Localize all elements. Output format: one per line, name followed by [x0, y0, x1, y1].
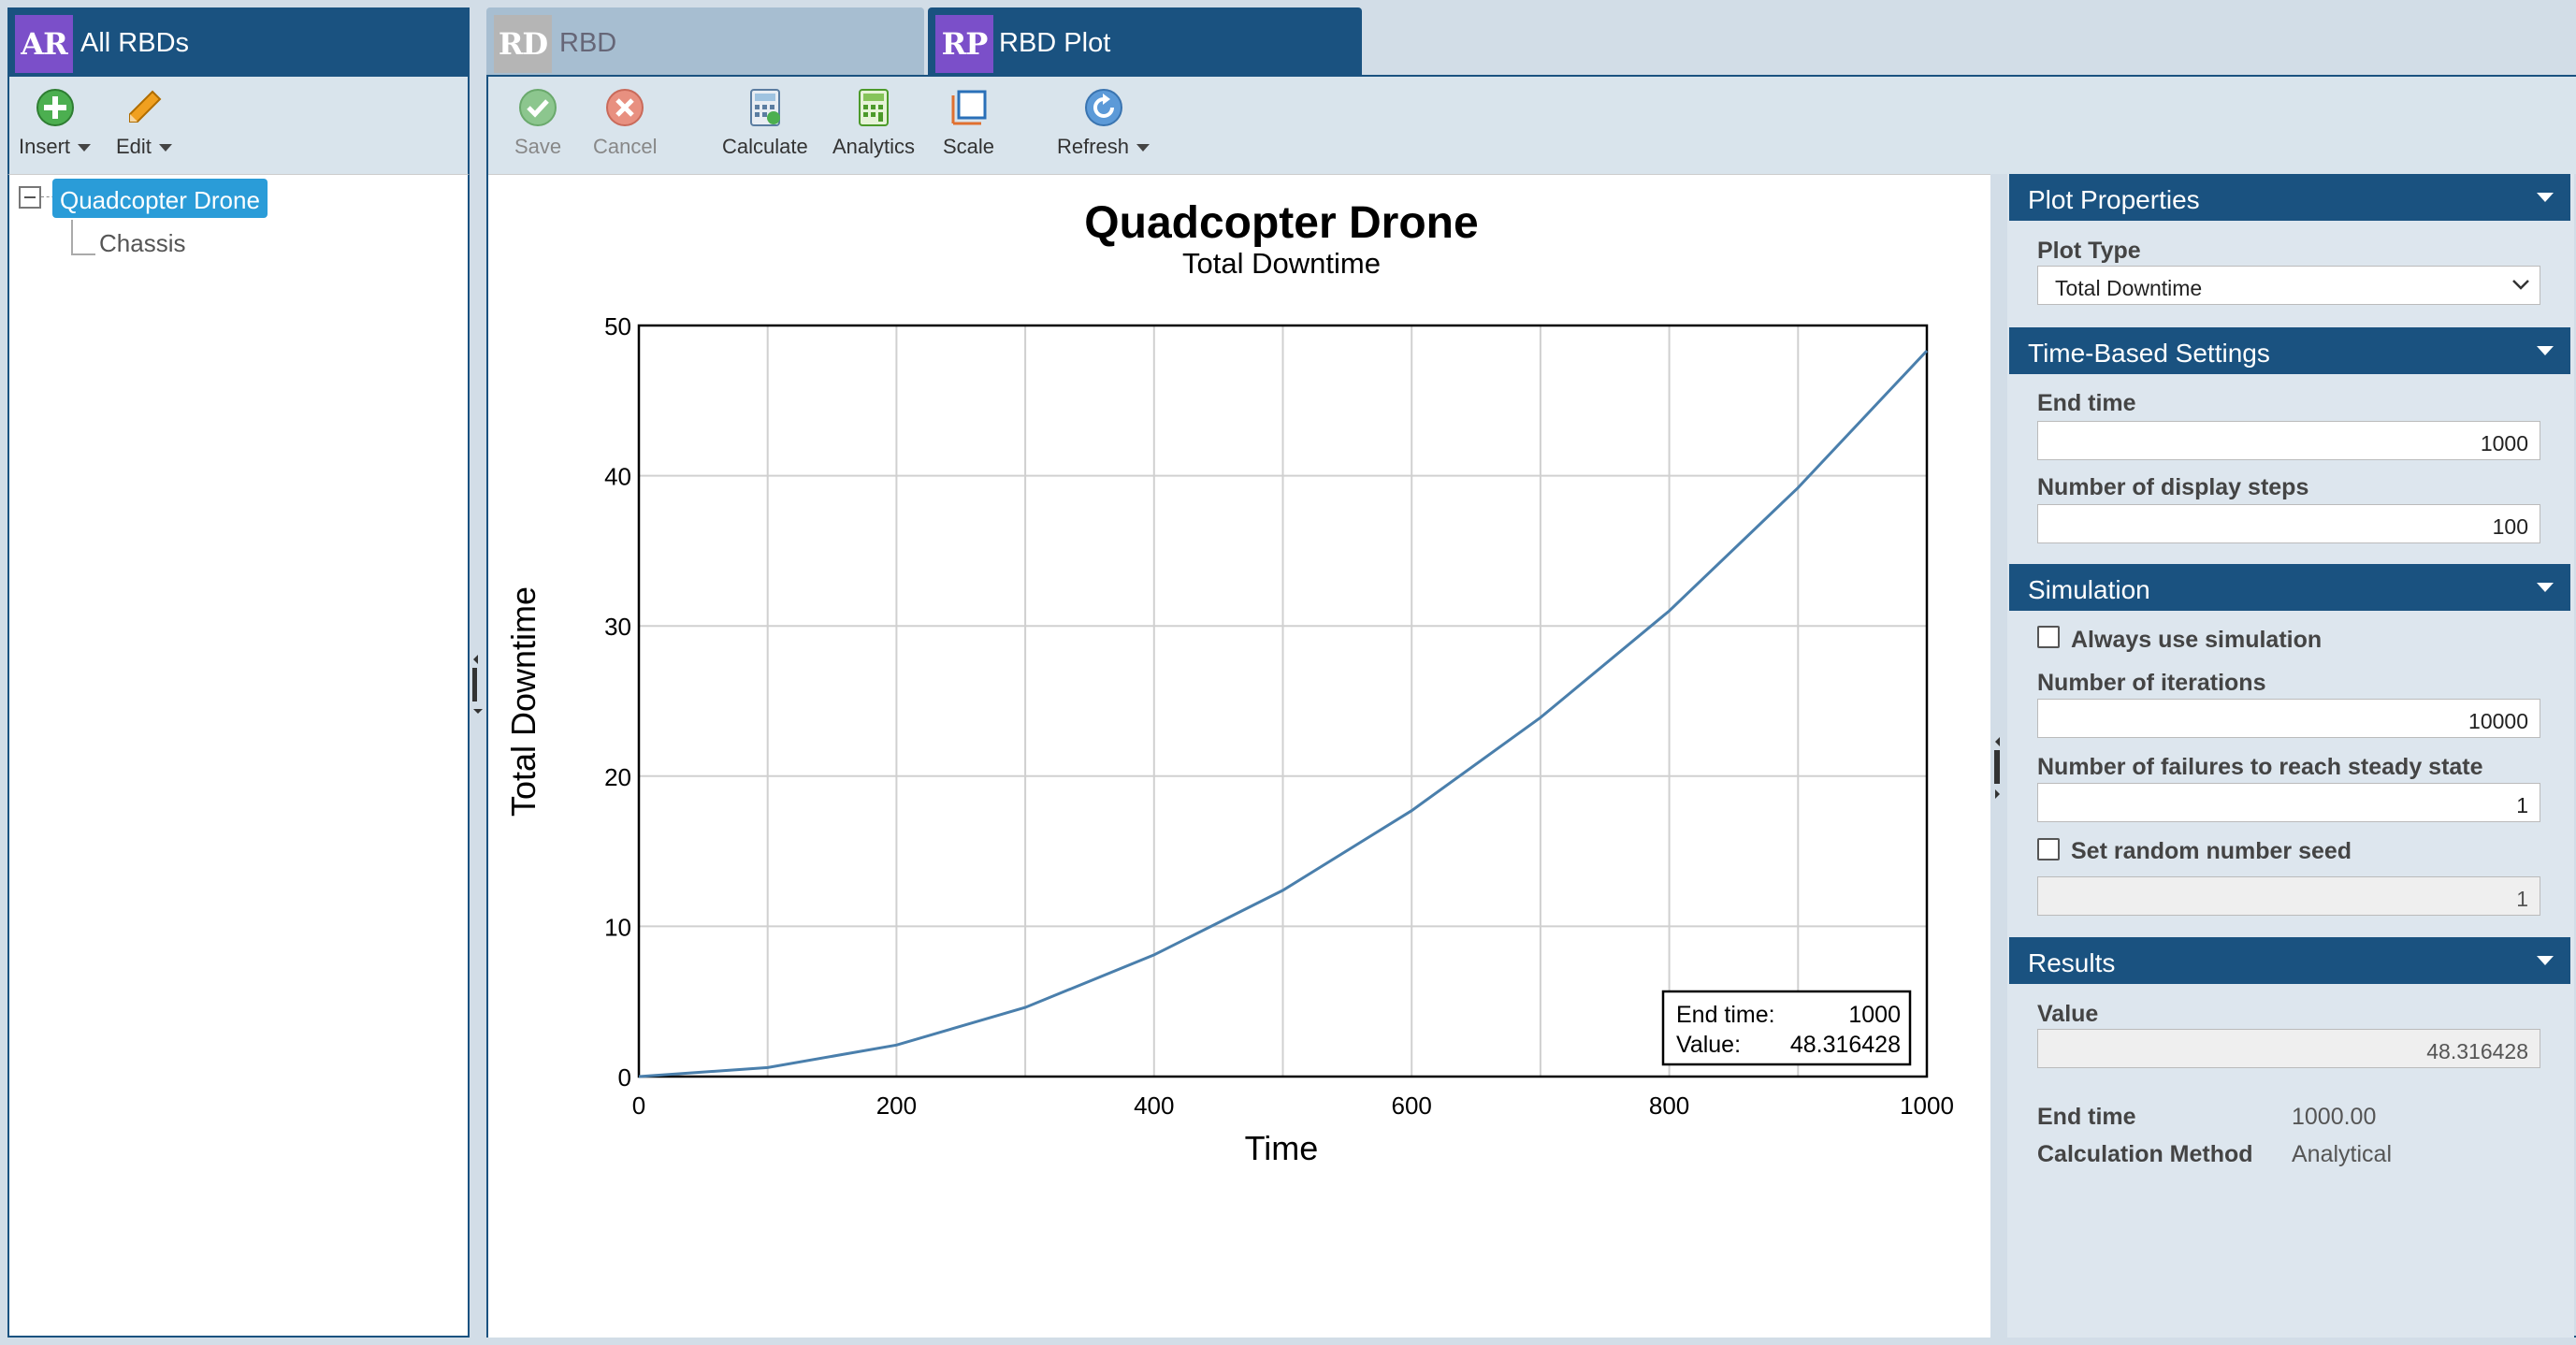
tree-item-quadcopter-drone[interactable]: Quadcopter Drone — [52, 179, 268, 218]
end-time-label: End time — [2037, 390, 2136, 416]
annotation-end-time: 1000 — [1848, 1002, 1901, 1028]
tab-rbd[interactable]: RD RBD — [486, 7, 924, 77]
plot-type-select[interactable]: Total Downtime — [2037, 266, 2540, 305]
plot-properties-title: Plot Properties — [2028, 185, 2200, 214]
rbd-badge: RD — [494, 15, 552, 73]
chevron-down-icon — [2512, 280, 2529, 290]
y-tick-label: 50 — [604, 312, 631, 340]
rbd-plot-badge: RP — [935, 15, 993, 73]
plot-frame — [637, 324, 1929, 1078]
main-toolbar: Save Cancel Calculate Analytics Scale Re… — [488, 77, 2576, 174]
collapse-icon — [2537, 583, 2554, 592]
collapse-icon — [2537, 193, 2554, 202]
x-tick-label: 0 — [632, 1092, 645, 1120]
cancel-button[interactable]: Cancel — [593, 88, 657, 159]
iterations-label: Number of iterations — [2037, 670, 2266, 696]
always-use-simulation-label: Always use simulation — [2071, 627, 2323, 653]
random-seed-input: 1 — [2037, 876, 2540, 916]
tree-item-chassis[interactable]: Chassis — [99, 229, 186, 257]
rbd-plot-chart: Quadcopter Drone Total Downtime 0 200 400 6… — [504, 198, 1954, 1167]
result-value-label: Value — [2037, 1001, 2099, 1027]
x-axis-ticks: 0 200 400 600 800 1000 — [632, 1092, 1954, 1120]
analytics-button[interactable]: Analytics — [832, 88, 915, 159]
y-axis-label: Total Downtime — [504, 586, 543, 817]
x-tick-label: 800 — [1649, 1092, 1689, 1120]
section-results[interactable]: Results — [2009, 937, 2570, 984]
y-tick-label: 40 — [604, 463, 631, 491]
analytics-icon — [859, 89, 890, 126]
failures-steady-state-label: Number of failures to reach steady state — [2037, 754, 2483, 780]
all-rbds-badge: AR — [15, 15, 73, 73]
plot-area: Quadcopter Drone Total Downtime 0 200 400 6… — [488, 174, 1990, 1338]
tree-collapse-toggle[interactable] — [19, 186, 41, 209]
series-line-total-downtime — [638, 349, 1929, 1078]
scale-button[interactable]: Scale — [943, 88, 994, 159]
time-based-title: Time-Based Settings — [2028, 339, 2270, 368]
tab-rbd-plot[interactable]: RP RBD Plot — [928, 7, 1362, 77]
y-tick-label: 20 — [604, 763, 631, 791]
x-tick-label: 200 — [876, 1092, 917, 1120]
y-axis-ticks: 0 10 20 30 40 50 — [604, 312, 631, 1092]
left-panel-title: All RBDs — [80, 28, 190, 58]
tree-panel: Quadcopter Drone Chassis — [7, 174, 470, 1338]
y-tick-label: 10 — [604, 913, 631, 941]
iterations-input[interactable]: 10000 — [2037, 699, 2540, 738]
section-time-based-settings[interactable]: Time-Based Settings — [2009, 327, 2570, 374]
calculator-icon — [749, 89, 780, 126]
end-time-input[interactable]: 1000 — [2037, 421, 2540, 460]
left-toolbar: Insert Edit — [7, 77, 470, 174]
add-icon — [36, 89, 74, 126]
random-seed-checkbox[interactable] — [2037, 838, 2060, 861]
simulation-title: Simulation — [2028, 575, 2150, 604]
display-steps-label: Number of display steps — [2037, 474, 2309, 500]
x-axis-label: Time — [1245, 1129, 1319, 1167]
insert-button[interactable]: Insert — [19, 88, 92, 159]
pencil-icon — [128, 90, 162, 123]
left-splitter[interactable] — [471, 655, 483, 720]
tab-rbd-plot-label: RBD Plot — [999, 28, 1111, 58]
chart-grid — [639, 325, 1927, 1077]
y-tick-label: 0 — [618, 1063, 631, 1092]
chart-title: Quadcopter Drone — [1084, 198, 1478, 248]
random-seed-label: Set random number seed — [2071, 838, 2352, 864]
failures-steady-state-input[interactable]: 1 — [2037, 783, 2540, 822]
section-plot-properties[interactable]: Plot Properties — [2009, 174, 2570, 221]
left-panel-header: AR All RBDs — [7, 7, 470, 77]
annotation-value-label: Value: — [1676, 1032, 1741, 1058]
result-end-time-value: 1000.00 — [2292, 1104, 2377, 1130]
chart-subtitle: Total Downtime — [1182, 247, 1381, 280]
calculation-method-value: Analytical — [2292, 1141, 2392, 1167]
calculate-button[interactable]: Calculate — [722, 88, 808, 159]
save-button[interactable]: Save — [514, 88, 561, 159]
scale-icon — [951, 90, 987, 125]
results-title: Results — [2028, 948, 2116, 977]
x-tick-label: 400 — [1134, 1092, 1174, 1120]
x-tick-label: 1000 — [1900, 1092, 1954, 1120]
annotation-end-time-label: End time: — [1676, 1002, 1775, 1028]
collapse-icon — [2537, 956, 2554, 965]
refresh-icon — [1084, 89, 1122, 126]
collapse-icon — [2537, 346, 2554, 355]
result-value-field: 48.316428 — [2037, 1029, 2540, 1068]
refresh-button[interactable]: Refresh — [1057, 88, 1151, 159]
plot-type-label: Plot Type — [2037, 238, 2141, 264]
edit-button[interactable]: Edit — [116, 88, 172, 159]
result-end-time-label: End time — [2037, 1104, 2136, 1130]
always-use-simulation-checkbox[interactable] — [2037, 626, 2060, 648]
cancel-icon — [606, 89, 644, 126]
section-simulation[interactable]: Simulation — [2009, 564, 2570, 611]
tab-rbd-label: RBD — [559, 28, 617, 58]
y-tick-label: 30 — [604, 613, 631, 641]
x-tick-label: 600 — [1392, 1092, 1432, 1120]
checkmark-icon — [519, 89, 557, 126]
plot-type-value: Total Downtime — [2055, 276, 2203, 300]
end-value-annotation: End time: 1000 Value: 48.316428 — [1661, 990, 1912, 1066]
right-splitter[interactable] — [1990, 174, 2007, 1338]
display-steps-input[interactable]: 100 — [2037, 504, 2540, 543]
calculation-method-label: Calculation Method — [2037, 1141, 2253, 1167]
annotation-value: 48.316428 — [1790, 1032, 1901, 1058]
